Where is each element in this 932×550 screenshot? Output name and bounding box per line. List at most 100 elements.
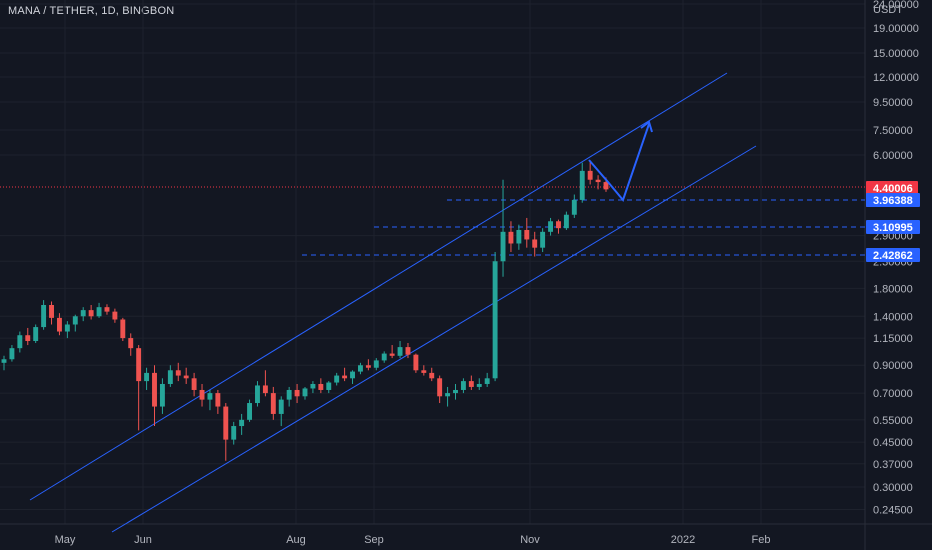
candle — [64, 321, 70, 339]
candle — [1, 355, 7, 371]
y-tick-label: 19.00000 — [873, 23, 919, 35]
candle — [247, 399, 253, 422]
candle — [579, 162, 585, 203]
candle — [381, 351, 387, 363]
candle — [262, 370, 268, 397]
candle — [484, 372, 490, 387]
candle — [17, 331, 23, 353]
candle — [437, 375, 443, 404]
candle — [231, 421, 237, 445]
candle — [49, 301, 54, 325]
y-tick-label: 1.40000 — [873, 311, 913, 323]
candle — [405, 343, 411, 359]
projection-path[interactable] — [588, 120, 653, 203]
y-tick-label: 1.80000 — [873, 283, 913, 295]
candle — [72, 314, 78, 332]
chart-title: MANA / TETHER, 1D, BINGBON — [8, 5, 175, 17]
candle — [239, 413, 245, 435]
candle — [96, 302, 102, 318]
candle — [453, 383, 458, 400]
candle — [429, 367, 435, 382]
candle — [294, 383, 300, 404]
candle — [476, 378, 482, 390]
candle — [159, 378, 165, 414]
y-tick-label: 7.50000 — [873, 125, 913, 137]
candle — [41, 300, 47, 330]
candle — [342, 367, 348, 382]
candle — [270, 386, 276, 420]
candle — [540, 228, 546, 253]
svg-text:3.96388: 3.96388 — [873, 195, 913, 207]
svg-text:4.40006: 4.40006 — [873, 183, 913, 195]
candle — [516, 224, 522, 250]
candle — [524, 217, 530, 248]
x-tick-label: Aug — [286, 534, 306, 546]
y-tick-label: 0.70000 — [873, 388, 913, 400]
y-tick-label: 0.55000 — [873, 415, 913, 427]
candle — [112, 308, 118, 323]
y-tick-label: 12.00000 — [873, 72, 919, 84]
candle — [556, 219, 561, 234]
candle — [120, 317, 126, 342]
candle — [136, 345, 142, 431]
candle — [500, 179, 506, 277]
candle — [310, 381, 316, 394]
candles — [1, 160, 609, 461]
channel-lower-line[interactable] — [111, 145, 757, 533]
x-axis-labels: May Jun Aug Sep Nov 2022 Feb — [55, 534, 771, 546]
horizontal-levels — [0, 186, 865, 256]
candle — [365, 359, 371, 371]
y-tick-label: 0.45000 — [873, 437, 913, 449]
candle — [33, 324, 39, 344]
svg-text:2.42862: 2.42862 — [873, 250, 913, 262]
candle — [357, 362, 363, 375]
y-tick-label: 6.00000 — [873, 150, 913, 162]
candle — [88, 305, 94, 320]
y-tick-label: 15.00000 — [873, 48, 919, 60]
y-tick-label: 0.37000 — [873, 459, 913, 471]
candle — [445, 386, 451, 407]
candle — [56, 313, 62, 336]
candle — [207, 389, 213, 411]
candle — [175, 362, 181, 382]
candle — [460, 378, 466, 394]
candle — [167, 365, 173, 387]
x-tick-label: 2022 — [671, 534, 695, 546]
candle — [25, 327, 31, 346]
projection-arrow[interactable] — [588, 123, 650, 203]
candle — [255, 381, 260, 407]
candle — [326, 381, 332, 394]
candle — [183, 367, 189, 384]
candle — [373, 358, 379, 371]
candle — [9, 345, 15, 362]
candle — [144, 367, 150, 390]
candle — [492, 252, 498, 382]
candle — [587, 160, 593, 185]
candle — [413, 353, 419, 373]
x-tick-label: Nov — [520, 534, 540, 546]
candle — [278, 396, 284, 427]
trend-channel[interactable] — [29, 72, 757, 533]
y-tick-label: 24.00000 — [873, 0, 919, 11]
y-tick-label: 1.15000 — [873, 333, 913, 345]
currency-label: USDT — [873, 4, 903, 16]
candle — [350, 370, 355, 384]
level-badge: 3.10995 — [866, 220, 920, 234]
channel-upper-line[interactable] — [29, 72, 728, 501]
y-tick-label: 0.24500 — [873, 504, 913, 516]
x-tick-label: May — [55, 534, 76, 546]
candle — [468, 375, 474, 390]
candle — [302, 386, 308, 400]
candle — [191, 372, 197, 397]
candle — [563, 211, 569, 230]
candle — [421, 365, 427, 376]
candle — [104, 304, 110, 315]
candle — [508, 221, 514, 253]
candle — [595, 175, 601, 190]
candle — [397, 341, 403, 359]
y-tick-label: 9.50000 — [873, 97, 913, 109]
candle — [152, 365, 157, 427]
